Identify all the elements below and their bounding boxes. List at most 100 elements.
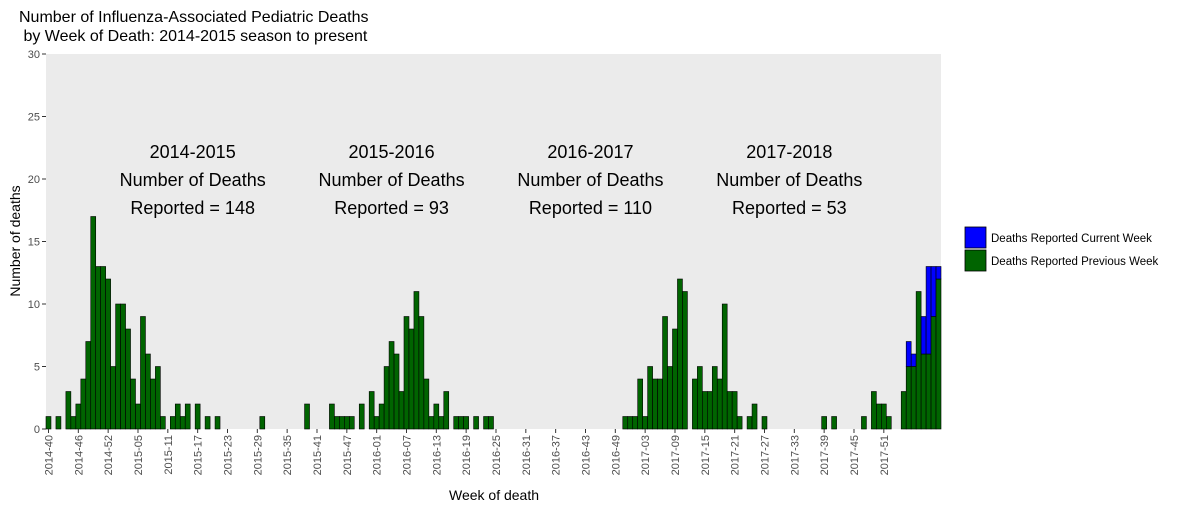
bar-previous-week	[408, 328, 415, 430]
bar-previous-week	[125, 328, 131, 430]
bar-previous-week	[831, 416, 837, 430]
legend: Deaths Reported Current Week Deaths Repo…	[964, 226, 1159, 272]
bar-previous-week	[368, 391, 375, 430]
bar-previous-week	[647, 366, 653, 430]
x-tick-label: 2014-52	[103, 435, 115, 475]
x-tick-label: 2016-07	[401, 435, 413, 475]
bar-previous-week	[920, 353, 927, 430]
x-tick-label: 2016-37	[551, 435, 563, 475]
x-tick-label: 2014-46	[73, 435, 85, 475]
bar-previous-week	[886, 416, 892, 430]
bar-previous-week	[677, 278, 683, 430]
x-tick-label: 2015-41	[312, 435, 324, 475]
bar-previous-week	[761, 416, 768, 430]
bar-previous-week	[662, 316, 668, 430]
bar-previous-week	[736, 416, 743, 430]
bar-previous-week	[707, 391, 713, 430]
season-annotation-line3: Reported = 148	[130, 198, 255, 218]
y-axis-title: Number of deaths	[7, 185, 23, 296]
bar-previous-week	[194, 403, 201, 430]
bar-previous-week	[458, 416, 464, 430]
bar-previous-week	[423, 378, 430, 430]
bar-previous-week	[876, 403, 882, 430]
bar-previous-week	[204, 416, 211, 430]
x-tick-label: 2015-29	[252, 435, 264, 475]
bar-previous-week	[881, 403, 887, 430]
bar-previous-week	[682, 291, 688, 430]
bar-previous-week	[155, 366, 161, 430]
bar-previous-week	[140, 316, 146, 430]
bar-current-week	[930, 266, 937, 317]
x-tick-label: 2017-03	[640, 435, 652, 475]
bar-previous-week	[259, 416, 266, 430]
bar-previous-week	[473, 416, 479, 430]
y-tick-label: 10	[28, 299, 40, 311]
bar-previous-week	[329, 403, 335, 430]
bar-previous-week	[433, 403, 440, 430]
bar-previous-week	[349, 416, 355, 430]
season-annotation-season: 2014-2015	[150, 142, 236, 162]
bar-previous-week	[105, 278, 111, 430]
bar-previous-week	[75, 403, 82, 430]
chart-title: Number of Influenza-Associated Pediatric…	[19, 9, 369, 26]
season-annotations: 2014-2015 Number of Deaths Reported = 148 2…	[120, 142, 863, 218]
y-axis: 0 5 10 15 20 25 30	[28, 49, 46, 436]
bar-previous-week	[746, 416, 753, 430]
bar-current-week	[910, 353, 917, 367]
x-tick-label: 2015-17	[193, 435, 205, 475]
bar-previous-week	[751, 403, 758, 430]
y-tick-label: 20	[28, 174, 40, 186]
y-tick-label: 15	[28, 237, 40, 249]
bar-previous-week	[657, 378, 663, 430]
season-annotation-line2: Number of Deaths	[319, 170, 465, 190]
bar-previous-week	[184, 403, 191, 430]
bar-previous-week	[398, 391, 405, 430]
bar-previous-week	[443, 391, 450, 430]
bar-previous-week	[393, 353, 400, 430]
bar-previous-week	[135, 403, 141, 430]
x-tick-label: 2015-35	[282, 435, 294, 475]
x-tick-label: 2016-31	[521, 435, 533, 475]
bar-previous-week	[652, 378, 658, 430]
legend-swatch-previous-week	[964, 249, 987, 272]
x-tick-label: 2017-09	[670, 435, 682, 475]
bar-previous-week	[716, 378, 723, 430]
bar-previous-week	[910, 366, 917, 430]
season-annotation-season: 2017-2018	[746, 142, 832, 162]
bar-previous-week	[45, 416, 52, 430]
bar-previous-week	[915, 291, 922, 430]
season-annotation-line3: Reported = 110	[529, 198, 652, 218]
bar-previous-week	[488, 416, 494, 430]
x-tick-label: 2017-51	[879, 435, 891, 475]
bar-previous-week	[150, 378, 156, 430]
x-tick-label: 2016-43	[580, 435, 592, 475]
x-tick-label: 2015-05	[133, 435, 145, 475]
bar-previous-week	[871, 391, 877, 430]
bar-previous-week	[667, 366, 673, 430]
x-tick-label: 2016-01	[372, 435, 384, 475]
bar-previous-week	[179, 416, 186, 430]
legend-label-current-week: Deaths Reported Current Week	[991, 233, 1152, 245]
chart-subtitle: by Week of Death: 2014-2015 season to pr…	[19, 28, 368, 45]
bar-previous-week	[672, 328, 678, 430]
bar-previous-week	[378, 403, 385, 430]
bar-previous-week	[632, 416, 638, 430]
bar-previous-week	[642, 416, 648, 430]
legend-swatch-current-week	[964, 226, 987, 249]
bar-previous-week	[170, 416, 176, 430]
bar-previous-week	[622, 416, 629, 430]
bar-previous-week	[905, 366, 912, 430]
bar-previous-week	[925, 353, 932, 430]
x-tick-label: 2016-13	[431, 435, 443, 475]
bar-previous-week	[120, 303, 126, 430]
bar-previous-week	[65, 391, 72, 430]
x-tick-label: 2017-21	[730, 435, 742, 475]
bar-previous-week	[373, 416, 380, 430]
x-tick-label: 2015-11	[163, 435, 175, 475]
bar-previous-week	[115, 303, 121, 430]
bar-previous-week	[935, 278, 942, 430]
bar-previous-week	[418, 316, 425, 430]
bar-previous-week	[627, 416, 634, 430]
season-annotation-line3: Reported = 53	[732, 198, 847, 218]
bar-previous-week	[721, 303, 728, 430]
